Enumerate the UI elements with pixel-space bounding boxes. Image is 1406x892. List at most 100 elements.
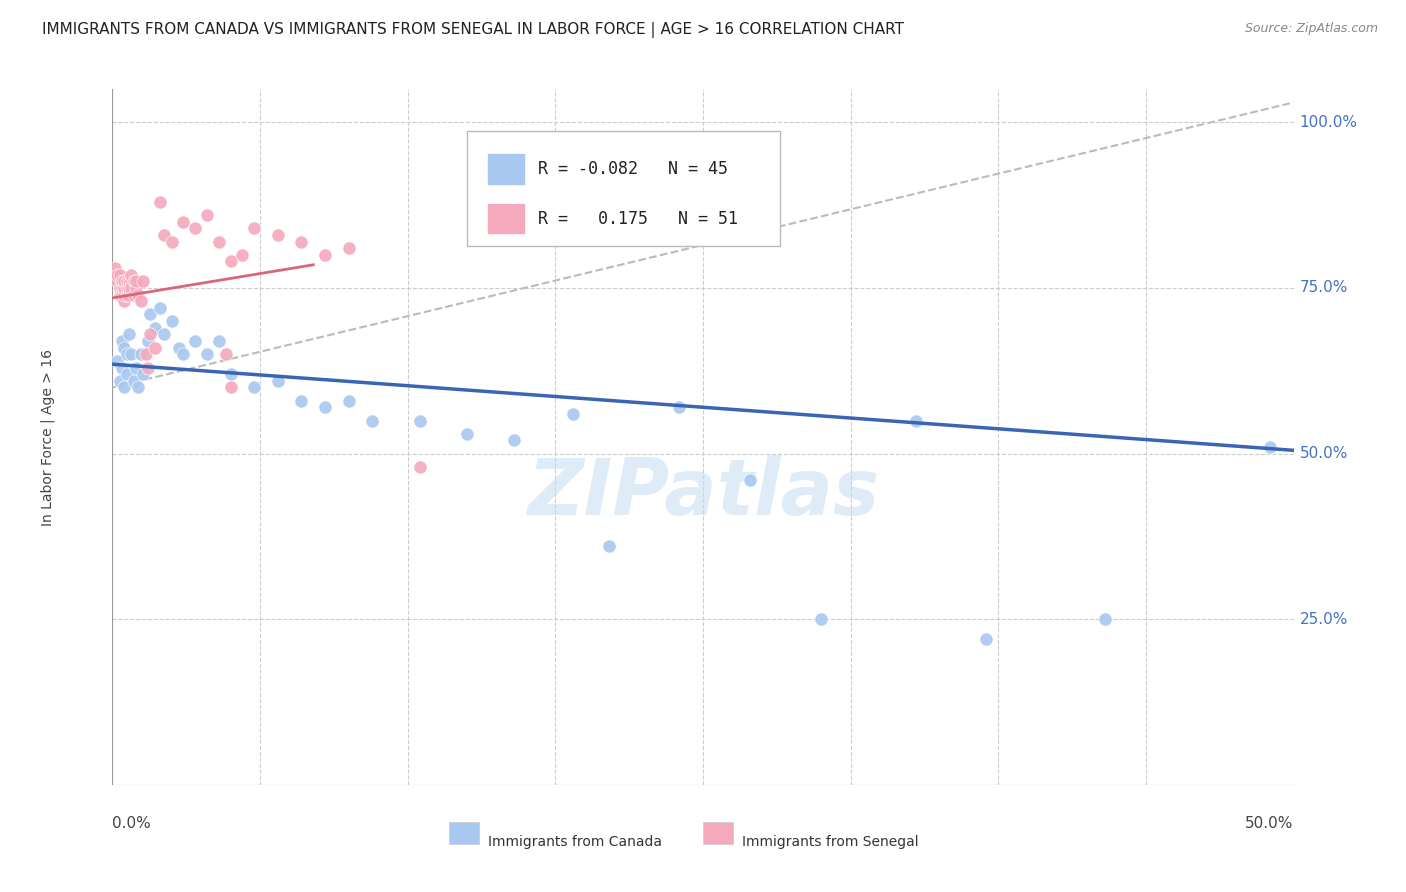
Point <box>195 208 218 222</box>
Point <box>118 327 141 342</box>
Point <box>314 401 336 415</box>
Point <box>167 341 190 355</box>
Point <box>104 268 127 282</box>
Point <box>408 459 430 474</box>
Point <box>122 287 145 301</box>
Point <box>740 473 762 487</box>
Point <box>149 194 172 209</box>
Text: R =   0.175   N = 51: R = 0.175 N = 51 <box>537 210 738 227</box>
Point <box>361 413 384 427</box>
Point <box>132 367 155 381</box>
Text: 100.0%: 100.0% <box>1299 115 1357 130</box>
Point <box>219 380 242 394</box>
Point <box>104 261 127 276</box>
Point <box>132 274 155 288</box>
FancyBboxPatch shape <box>467 131 780 245</box>
Text: R = -0.082   N = 45: R = -0.082 N = 45 <box>537 160 728 178</box>
Point <box>125 274 148 288</box>
Point <box>456 426 478 441</box>
Point <box>120 268 142 282</box>
Point <box>108 374 131 388</box>
Point <box>135 347 157 361</box>
Bar <box>486 153 524 185</box>
Point <box>125 281 148 295</box>
Point <box>112 380 135 394</box>
Point <box>976 632 998 647</box>
Point <box>149 301 172 315</box>
Point <box>243 380 266 394</box>
Point <box>267 227 290 242</box>
Point <box>120 347 142 361</box>
Point <box>105 274 128 288</box>
Text: 50.0%: 50.0% <box>1246 816 1294 831</box>
Point <box>108 287 131 301</box>
Point <box>208 334 231 348</box>
Bar <box>486 202 524 235</box>
Point <box>112 281 135 295</box>
Point <box>231 248 253 262</box>
Point <box>219 367 242 381</box>
Point <box>125 360 148 375</box>
Text: 50.0%: 50.0% <box>1299 446 1348 461</box>
Point <box>122 274 145 288</box>
Point <box>337 393 360 408</box>
Text: Immigrants from Senegal: Immigrants from Senegal <box>742 835 918 849</box>
Point <box>136 334 159 348</box>
Point <box>129 294 152 309</box>
Point <box>127 287 149 301</box>
Point <box>115 367 138 381</box>
Point <box>118 281 141 295</box>
Point <box>160 314 183 328</box>
Point <box>1094 612 1116 626</box>
Point <box>115 347 138 361</box>
Point <box>503 434 526 448</box>
Bar <box>703 822 733 844</box>
Point <box>184 221 207 235</box>
Point <box>243 221 266 235</box>
Point <box>127 380 149 394</box>
Point <box>120 274 142 288</box>
Point <box>184 334 207 348</box>
Point <box>267 374 290 388</box>
Point <box>111 334 134 348</box>
Point <box>290 393 312 408</box>
Point <box>219 254 242 268</box>
Point <box>172 347 194 361</box>
Point <box>105 268 128 282</box>
Text: IMMIGRANTS FROM CANADA VS IMMIGRANTS FROM SENEGAL IN LABOR FORCE | AGE > 16 CORR: IMMIGRANTS FROM CANADA VS IMMIGRANTS FRO… <box>42 22 904 38</box>
Point <box>290 235 312 249</box>
Point <box>111 274 134 288</box>
Point <box>1258 440 1281 454</box>
Point <box>215 347 238 361</box>
Text: In Labor Force | Age > 16: In Labor Force | Age > 16 <box>41 349 55 525</box>
Point <box>139 308 162 322</box>
Point <box>562 407 585 421</box>
Bar <box>449 822 478 844</box>
Point <box>143 341 166 355</box>
Point <box>108 281 131 295</box>
Point <box>208 235 231 249</box>
Point <box>143 320 166 334</box>
Text: 25.0%: 25.0% <box>1299 612 1348 627</box>
Point <box>105 354 128 368</box>
Point <box>172 215 194 229</box>
Text: 75.0%: 75.0% <box>1299 280 1348 295</box>
Point <box>115 281 138 295</box>
Point <box>408 413 430 427</box>
Point <box>153 327 176 342</box>
Point <box>112 294 135 309</box>
Point <box>904 413 927 427</box>
Point <box>136 360 159 375</box>
Point <box>810 612 832 626</box>
Point <box>112 274 135 288</box>
Point <box>120 281 142 295</box>
Text: ZIPatlas: ZIPatlas <box>527 455 879 531</box>
Point <box>668 401 690 415</box>
Point <box>129 347 152 361</box>
Point <box>153 227 176 242</box>
Point <box>108 268 131 282</box>
Point <box>139 327 162 342</box>
Point <box>195 347 218 361</box>
Point <box>111 360 134 375</box>
Point <box>337 241 360 255</box>
